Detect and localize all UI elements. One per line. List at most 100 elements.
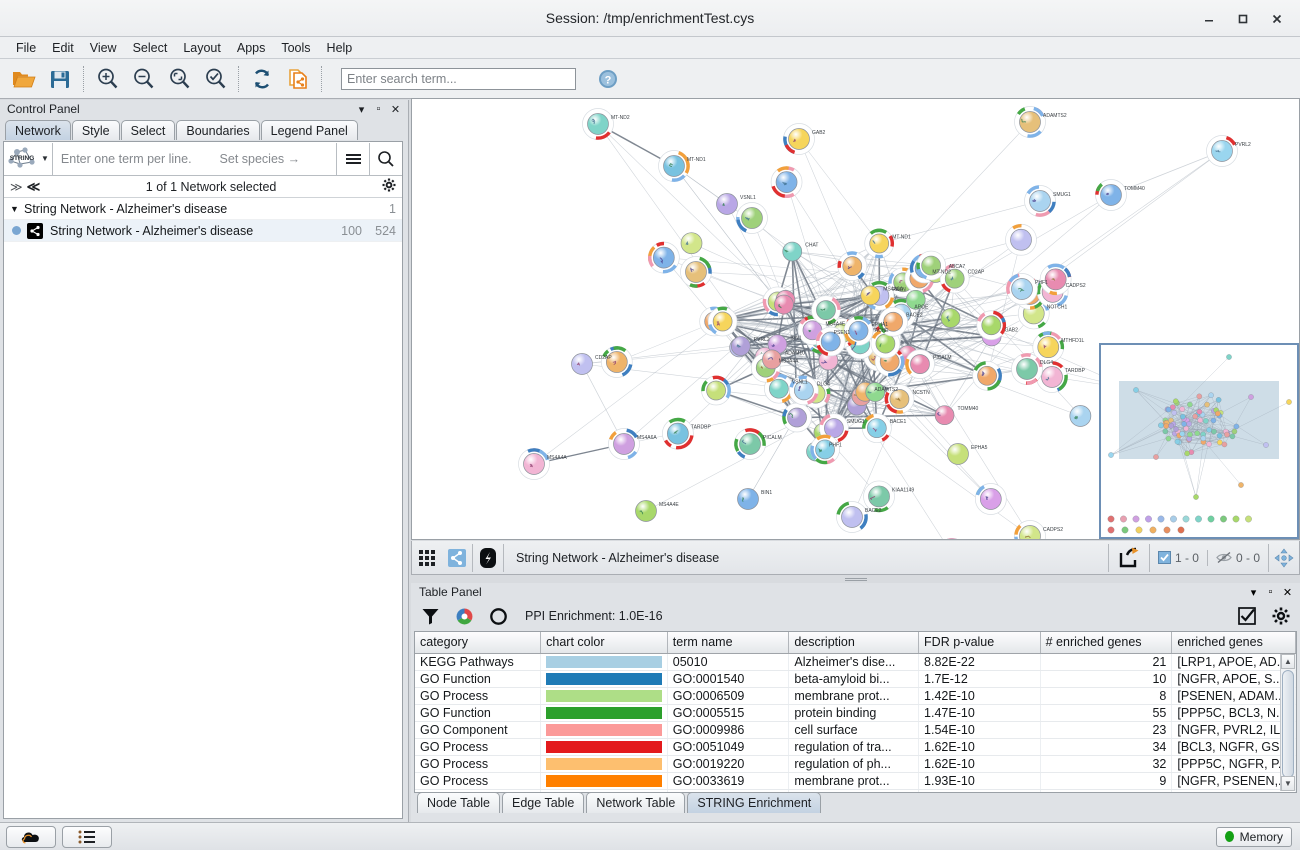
network-node[interactable] xyxy=(976,310,1007,341)
export-network-icon[interactable] xyxy=(280,62,316,96)
network-node[interactable] xyxy=(1014,520,1046,540)
table-row[interactable]: GO Process GO:0033619 membrane prot... 1.93… xyxy=(415,772,1296,790)
menu-apps[interactable]: Apps xyxy=(236,40,266,55)
network-node[interactable] xyxy=(934,405,955,426)
scroll-up-arrow[interactable]: ▲ xyxy=(1281,654,1295,669)
scroll-down-arrow[interactable]: ▼ xyxy=(1281,776,1295,791)
network-canvas[interactable]: MT-ND2 MT-ND1 VSNL1 GAB2 ADAMTS2 SMUG1 TOMM40 P… xyxy=(411,98,1300,540)
float-panel-icon[interactable]: ▫ xyxy=(376,103,381,115)
zoom-in-icon[interactable] xyxy=(89,62,125,96)
col-term-name[interactable]: term name xyxy=(667,632,790,654)
gear-icon[interactable] xyxy=(382,178,396,195)
col-category[interactable]: category xyxy=(415,632,542,654)
close-panel-icon[interactable]: ✕ xyxy=(390,103,401,116)
network-node[interactable] xyxy=(972,360,1002,391)
hidden-nodes-indicator[interactable]: 0 - 0 xyxy=(1208,551,1268,565)
network-node[interactable] xyxy=(836,501,868,533)
collapse-all-icon[interactable]: ≫ xyxy=(10,179,23,194)
chevron-down-icon[interactable]: ▾ xyxy=(1250,586,1257,599)
search-input[interactable]: Enter search term... xyxy=(341,67,576,90)
cloud-icon[interactable] xyxy=(6,825,56,848)
network-node[interactable] xyxy=(762,349,782,370)
network-node[interactable] xyxy=(810,434,840,465)
network-node[interactable] xyxy=(947,443,969,465)
network-node[interactable] xyxy=(1014,106,1046,138)
network-node[interactable] xyxy=(680,256,712,288)
col-enriched-count[interactable]: # enriched genes xyxy=(1040,632,1173,654)
zoom-fit-icon[interactable] xyxy=(161,62,197,96)
network-node[interactable] xyxy=(1011,353,1043,385)
tab-network-table[interactable]: Network Table xyxy=(586,792,686,813)
network-node[interactable] xyxy=(940,308,961,328)
zoom-selected-icon[interactable] xyxy=(197,62,233,96)
table-row[interactable]: KEGG Pathways 05010 Alzheimer's dise... 8.8… xyxy=(415,653,1296,671)
menu-help[interactable]: Help xyxy=(326,40,353,55)
table-row[interactable]: GO Process GO:0051049 regulation of tra...… xyxy=(415,738,1296,756)
minimize-button[interactable] xyxy=(1192,4,1226,34)
list-icon[interactable] xyxy=(62,825,112,848)
open-folder-icon[interactable] xyxy=(6,62,42,96)
network-node[interactable] xyxy=(1006,273,1038,305)
menu-select[interactable]: Select xyxy=(132,40,168,55)
col-description[interactable]: description xyxy=(788,632,920,654)
network-node[interactable] xyxy=(843,315,874,346)
network-node[interactable] xyxy=(600,346,633,378)
network-node[interactable] xyxy=(863,480,895,513)
network-node[interactable] xyxy=(861,413,892,444)
network-graph[interactable]: MT-ND2 MT-ND1 VSNL1 GAB2 ADAMTS2 SMUG1 TOMM40 P… xyxy=(412,99,1299,539)
menu-edit[interactable]: Edit xyxy=(52,40,74,55)
network-node[interactable] xyxy=(680,232,703,255)
network-node[interactable] xyxy=(782,402,812,433)
chevron-down-icon[interactable]: ▾ xyxy=(358,103,365,116)
network-tree-root[interactable]: ▼ String Network - Alzheimer's disease 1 xyxy=(4,198,402,220)
network-node[interactable] xyxy=(730,336,751,356)
network-node[interactable] xyxy=(736,202,768,234)
network-node[interactable] xyxy=(764,373,794,404)
network-node[interactable] xyxy=(811,295,841,325)
chevron-down-icon[interactable]: ▼ xyxy=(10,203,19,214)
network-node[interactable] xyxy=(658,150,690,182)
network-node[interactable] xyxy=(635,500,657,522)
filter-icon[interactable] xyxy=(417,603,443,629)
tab-style[interactable]: Style xyxy=(71,120,120,140)
select-all-checkbox-icon[interactable] xyxy=(1234,603,1260,629)
table-row[interactable]: GO Process GO:0050435beta-amyloid m...2.0… xyxy=(415,789,1296,792)
network-node[interactable] xyxy=(1039,263,1072,296)
help-icon[interactable]: ? xyxy=(590,62,626,96)
network-node[interactable] xyxy=(707,306,738,337)
network-node[interactable] xyxy=(701,375,731,406)
save-icon[interactable] xyxy=(42,62,78,96)
network-node[interactable] xyxy=(905,289,926,310)
network-node[interactable] xyxy=(865,382,886,402)
tab-string-enrichment[interactable]: STRING Enrichment xyxy=(687,792,822,813)
col-chart-color[interactable]: chart color xyxy=(540,632,668,654)
network-node[interactable] xyxy=(782,241,803,262)
selected-nodes-indicator[interactable]: 1 - 0 xyxy=(1150,551,1207,565)
network-node[interactable] xyxy=(518,448,550,480)
network-node[interactable] xyxy=(789,375,819,406)
network-nodes[interactable] xyxy=(518,106,1238,540)
network-node[interactable] xyxy=(905,349,935,379)
set-species-link[interactable]: Set species → xyxy=(219,151,301,166)
network-node[interactable] xyxy=(860,285,881,306)
refresh-icon[interactable] xyxy=(244,62,280,96)
network-node[interactable] xyxy=(774,294,794,315)
network-node[interactable] xyxy=(1206,135,1238,167)
panel-splitter[interactable] xyxy=(411,575,1300,583)
network-node[interactable] xyxy=(974,483,1007,515)
table-row[interactable]: GO Component GO:0009986 cell surface 1.54E-… xyxy=(415,721,1296,739)
tab-network[interactable]: Network xyxy=(5,120,71,140)
table-row[interactable]: GO Process GO:0019220 regulation of ph... 1… xyxy=(415,755,1296,773)
network-node[interactable] xyxy=(734,428,766,460)
network-node[interactable] xyxy=(737,488,759,510)
network-node[interactable] xyxy=(662,417,694,450)
col-fdr-pvalue[interactable]: FDR p-value xyxy=(918,632,1041,654)
tab-boundaries[interactable]: Boundaries xyxy=(176,120,260,140)
menu-layout[interactable]: Layout xyxy=(183,40,221,55)
string-term-input[interactable]: Enter one term per line. Set species → xyxy=(51,142,336,175)
expand-all-icon[interactable]: ≪ xyxy=(26,178,41,194)
hamburger-icon[interactable] xyxy=(336,142,369,175)
network-node[interactable] xyxy=(1032,331,1065,364)
maximize-button[interactable] xyxy=(1226,4,1260,34)
network-node[interactable] xyxy=(1036,361,1068,393)
